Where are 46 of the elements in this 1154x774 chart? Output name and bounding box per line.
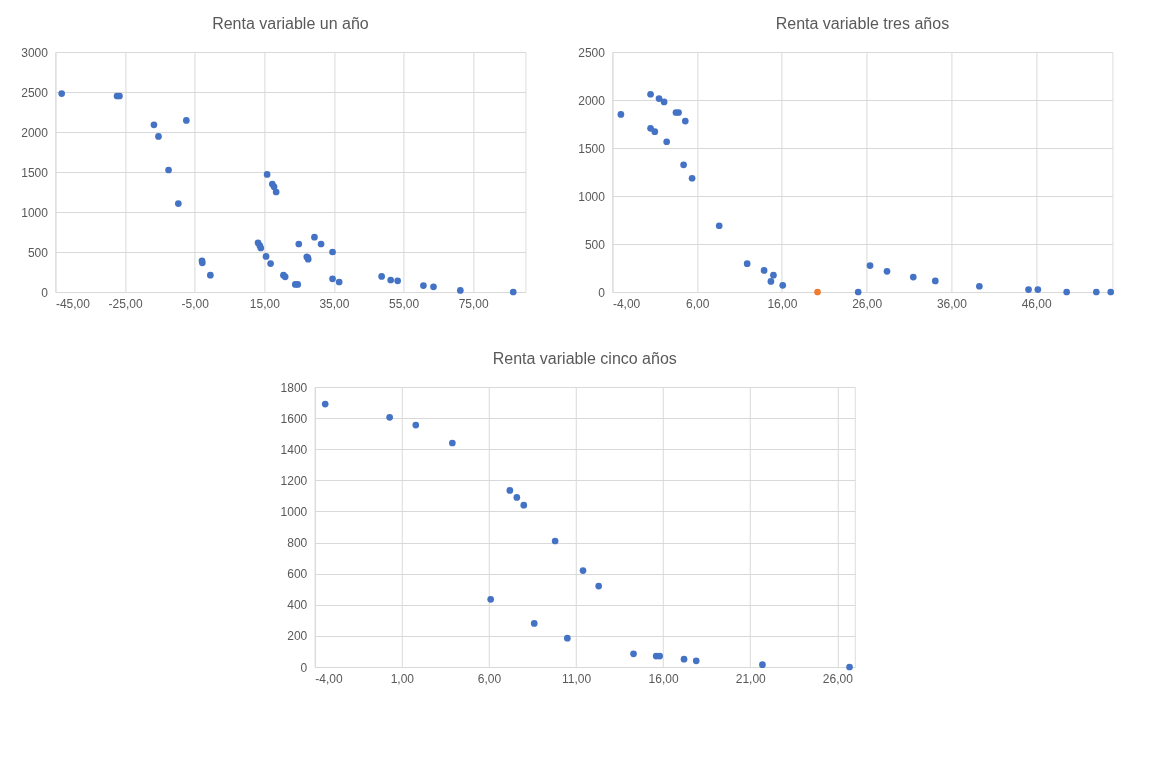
y-tick-label: 2000	[578, 93, 606, 108]
x-tick-label: 16,00	[767, 296, 798, 311]
x-tick-label: 75,00	[458, 296, 490, 311]
x-tick-label: -25,00	[108, 296, 143, 311]
y-tick-label: 2500	[21, 85, 49, 100]
y-tick-label: 500	[27, 245, 49, 260]
y-tick-label: 1600	[280, 411, 308, 426]
y-tick-label: 3000	[21, 45, 49, 60]
x-tick-label: 11,00	[561, 671, 592, 686]
y-tick-label: 400	[287, 598, 308, 613]
y-tick-label: 200	[287, 629, 308, 644]
y-tick-label: 1200	[280, 473, 308, 488]
y-tick-label: 1800	[280, 380, 308, 395]
y-tick-label: 1500	[21, 165, 49, 180]
y-tick-label: 2500	[578, 45, 606, 60]
chart-title: Renta variable tres años	[775, 15, 950, 32]
y-tick-label: 0	[300, 660, 308, 675]
y-tick-label: 800	[287, 536, 308, 551]
y-tick-label: 1000	[578, 189, 606, 204]
x-tick-label: 16,00	[648, 671, 679, 686]
y-tick-label: 2000	[21, 125, 49, 140]
x-tick-label: -4,00	[612, 296, 641, 311]
x-tick-label: 21,00	[735, 671, 767, 686]
y-tick-label: 1400	[280, 442, 308, 457]
y-tick-label: 0	[598, 285, 606, 300]
y-tick-label: 1500	[578, 141, 606, 156]
y-tick-label: 1000	[21, 205, 49, 220]
chart-title: Renta variable un año	[212, 15, 369, 32]
x-tick-label: 35,00	[319, 296, 350, 311]
x-tick-label: 46,00	[1021, 296, 1052, 311]
x-tick-label: 6,00	[477, 671, 502, 686]
y-tick-label: 0	[41, 285, 49, 300]
x-tick-label: 1,00	[390, 671, 415, 686]
x-tick-label: 6,00	[685, 296, 710, 311]
x-tick-label: -5,00	[181, 296, 210, 311]
x-tick-label: 15,00	[249, 296, 281, 311]
y-tick-label: 1000	[280, 504, 308, 519]
x-tick-label: 26,00	[852, 296, 883, 311]
x-tick-label: 55,00	[389, 296, 420, 311]
x-tick-label: 26,00	[822, 671, 854, 686]
y-tick-label: 600	[287, 567, 308, 582]
x-tick-label: -4,00	[315, 671, 343, 686]
x-tick-label: 36,00	[936, 296, 968, 311]
chart-title: Renta variable cinco años	[492, 350, 677, 367]
y-tick-label: 500	[584, 237, 606, 252]
x-tick-label: -45,00	[55, 296, 91, 311]
